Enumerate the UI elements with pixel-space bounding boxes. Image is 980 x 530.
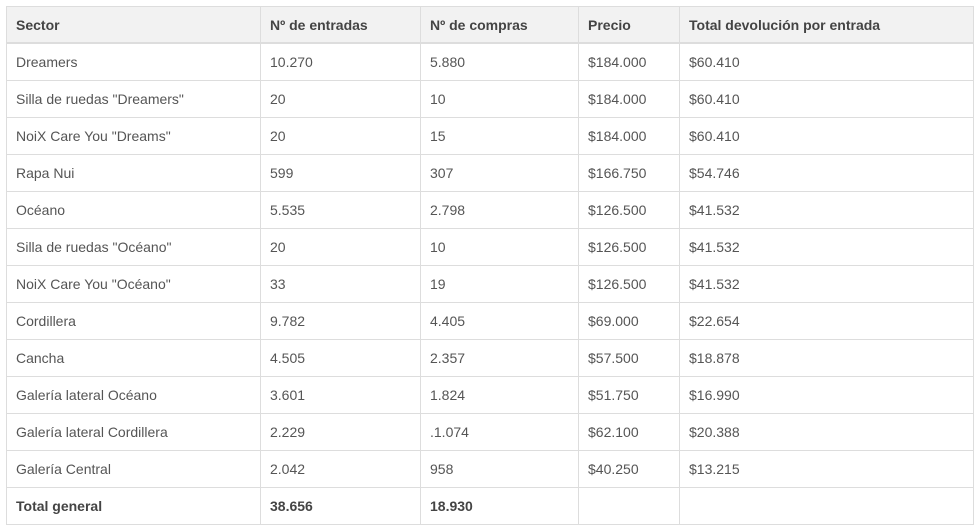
cell-compras: 10 (420, 228, 579, 266)
cell-entradas: 5.535 (260, 191, 421, 229)
cell-entradas: 2.229 (260, 413, 421, 451)
cell-compras: 19 (420, 265, 579, 303)
sector-table: Sector Nº de entradas Nº de compras Prec… (6, 6, 974, 525)
cell-precio: $126.500 (578, 265, 680, 303)
header-devolucion: Total devolución por entrada (679, 6, 974, 44)
cell-devolucion: $41.532 (679, 265, 974, 303)
table-row: Galería lateral Cordillera 2.229.1.074 $62… (6, 413, 974, 451)
total-cell-entradas: 38.656 (260, 487, 421, 525)
cell-sector: Galería lateral Océano (6, 376, 261, 414)
cell-entradas: 20 (260, 117, 421, 155)
table-row: Galería lateral Océano 3.601 1.824 $51.750 $… (6, 376, 974, 414)
cell-compras: 4.405 (420, 302, 579, 340)
cell-precio: $166.750 (578, 154, 680, 192)
cell-precio: $40.250 (578, 450, 680, 488)
cell-devolucion: $18.878 (679, 339, 974, 377)
table-row: Galería Central 2.042 958 $40.250 $13.215 (6, 450, 974, 488)
cell-precio: $57.500 (578, 339, 680, 377)
cell-compras: 2.357 (420, 339, 579, 377)
cell-entradas: 599 (260, 154, 421, 192)
cell-compras: 958 (420, 450, 579, 488)
cell-entradas: 20 (260, 80, 421, 118)
table-row: Silla de ruedas "Océano" 20 10 $126.500 $41.… (6, 228, 974, 266)
table-row: Océano 5.535 2.798 $126.500 $41.532 (6, 191, 974, 229)
total-cell-compras: 18.930 (420, 487, 579, 525)
cell-devolucion: $60.410 (679, 80, 974, 118)
cell-devolucion: $54.746 (679, 154, 974, 192)
cell-devolucion: $20.388 (679, 413, 974, 451)
cell-devolucion: $60.410 (679, 42, 974, 81)
cell-sector: Galería Central (6, 450, 261, 488)
cell-sector: Rapa Nui (6, 154, 261, 192)
cell-devolucion: $16.990 (679, 376, 974, 414)
table-row: NoiX Care You "Océano" 33 19 $126.500 $41.53… (6, 265, 974, 303)
header-precio: Precio (578, 6, 680, 44)
cell-sector: Cordillera (6, 302, 261, 340)
cell-sector: Océano (6, 191, 261, 229)
total-cell-precio (578, 487, 680, 525)
total-row: Total general 38.656 18.930 (6, 487, 974, 525)
cell-devolucion: $22.654 (679, 302, 974, 340)
cell-compras: 5.880 (420, 42, 579, 81)
cell-precio: $51.750 (578, 376, 680, 414)
table-row: Dreamers 10.270 5.880 $184.000 $60.410 (6, 42, 974, 81)
cell-entradas: 9.782 (260, 302, 421, 340)
header-sector: Sector (6, 6, 261, 44)
cell-devolucion: $60.410 (679, 117, 974, 155)
cell-devolucion: $41.532 (679, 228, 974, 266)
cell-compras: 1.824 (420, 376, 579, 414)
cell-entradas: 4.505 (260, 339, 421, 377)
cell-precio: $62.100 (578, 413, 680, 451)
table-row: Cordillera 9.782 4.405 $69.000 $22.654 (6, 302, 974, 340)
total-cell-sector: Total general (6, 487, 261, 525)
cell-precio: $184.000 (578, 42, 680, 81)
cell-entradas: 33 (260, 265, 421, 303)
cell-entradas: 20 (260, 228, 421, 266)
total-cell-devolucion (679, 487, 974, 525)
cell-entradas: 3.601 (260, 376, 421, 414)
cell-precio: $126.500 (578, 191, 680, 229)
cell-compras: 15 (420, 117, 579, 155)
cell-compras: .1.074 (420, 413, 579, 451)
cell-sector: Cancha (6, 339, 261, 377)
table-row: Silla de ruedas "Dreamers" 20 10 $184.000 $6… (6, 80, 974, 118)
table-row: NoiX Care You "Dreams" 20 15 $184.000 $60.41… (6, 117, 974, 155)
cell-devolucion: $41.532 (679, 191, 974, 229)
cell-precio: $126.500 (578, 228, 680, 266)
table-row: Cancha 4.505 2.357 $57.500 $18.878 (6, 339, 974, 377)
cell-compras: 10 (420, 80, 579, 118)
cell-sector: Galería lateral Cordillera (6, 413, 261, 451)
cell-entradas: 10.270 (260, 42, 421, 81)
cell-entradas: 2.042 (260, 450, 421, 488)
cell-precio: $69.000 (578, 302, 680, 340)
cell-compras: 2.798 (420, 191, 579, 229)
table-row: Rapa Nui 599 307 $166.750 $54.746 (6, 154, 974, 192)
cell-precio: $184.000 (578, 80, 680, 118)
cell-sector: NoiX Care You "Océano" (6, 265, 261, 303)
cell-sector: Silla de ruedas "Océano" (6, 228, 261, 266)
cell-devolucion: $13.215 (679, 450, 974, 488)
cell-precio: $184.000 (578, 117, 680, 155)
cell-sector: Silla de ruedas "Dreamers" (6, 80, 261, 118)
table-header-row: Sector Nº de entradas Nº de compras Prec… (6, 6, 974, 44)
cell-sector: Dreamers (6, 42, 261, 81)
header-compras: Nº de compras (420, 6, 579, 44)
cell-sector: NoiX Care You "Dreams" (6, 117, 261, 155)
cell-compras: 307 (420, 154, 579, 192)
header-entradas: Nº de entradas (260, 6, 421, 44)
